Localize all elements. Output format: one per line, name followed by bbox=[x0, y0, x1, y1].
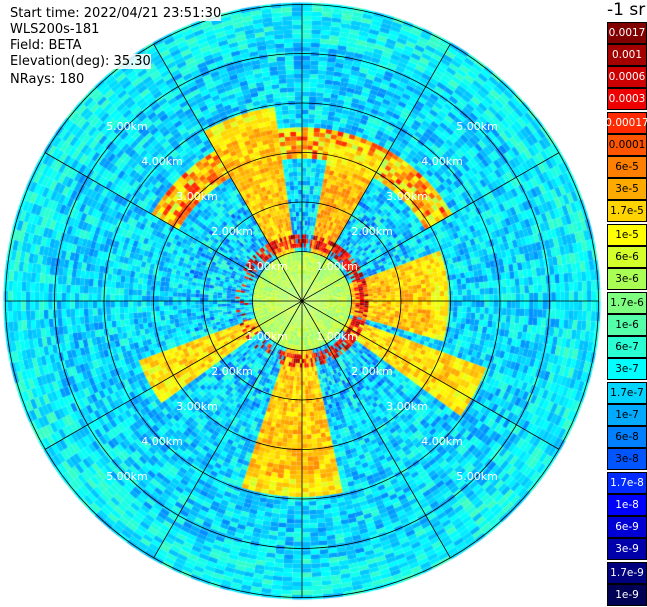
colorbar-level-label: 1e-7 bbox=[615, 409, 639, 421]
colorbar-level-label: 0.0006 bbox=[608, 71, 646, 83]
colorbar-level-label: 6e-5 bbox=[615, 161, 639, 173]
colorbar-level-5: 0.0001 bbox=[607, 134, 647, 156]
ring-label-2km-bl: 2.00km bbox=[211, 365, 253, 378]
colorbar-level-label: 1.7e-7 bbox=[610, 387, 644, 399]
ring-label-2km-tr: 2.00km bbox=[351, 225, 393, 238]
device-label: WLS200s-181 bbox=[10, 22, 100, 37]
colorbar-level-6: 6e-5 bbox=[607, 156, 647, 178]
ring-label-3km-br: 3.00km bbox=[386, 400, 428, 413]
start-time-label: Start time: 2022/04/21 23:51:30 bbox=[10, 6, 222, 21]
colorbar-level-label: 0.0001 bbox=[608, 139, 646, 151]
azimuth-spoke-150 bbox=[153, 43, 451, 559]
nrays-label: NRays: 180 bbox=[10, 72, 85, 87]
colorbar-level-label: 6e-6 bbox=[615, 251, 639, 263]
colorbar-level-23: 3e-9 bbox=[607, 538, 647, 560]
colorbar-level-15: 3e-7 bbox=[607, 358, 647, 380]
range-ring-labels: 1.00km 1.00km 1.00km 1.00km 2.00km 2.00km 2.00… bbox=[106, 120, 498, 483]
ring-label-3km-tl: 3.00km bbox=[176, 190, 218, 203]
ring-label-5km-tr: 5.00km bbox=[456, 120, 498, 133]
ring-label-3km-tr: 3.00km bbox=[386, 190, 428, 203]
ring-label-4km-bl: 4.00km bbox=[141, 435, 183, 448]
colorbar-level-4: 0.00017 bbox=[605, 112, 647, 134]
colorbar-level-label: 1.7e-6 bbox=[610, 297, 644, 309]
colorbar-level-label: 3e-8 bbox=[615, 453, 639, 465]
colorbar-level-19: 3e-8 bbox=[607, 448, 647, 470]
colorbar-level-label: 1.7e-8 bbox=[610, 477, 644, 489]
colorbar-level-label: 3e-5 bbox=[615, 183, 639, 195]
colorbar-level-7: 3e-5 bbox=[607, 178, 647, 200]
colorbar-level-0: 0.0017 bbox=[607, 22, 647, 44]
ring-label-1km-tr: 1.00km bbox=[316, 260, 358, 273]
colorbar-level-11: 3e-6 bbox=[607, 268, 647, 290]
elevation-label: Elevation(deg): 35.30 bbox=[10, 54, 151, 69]
colorbar-level-label: 0.001 bbox=[611, 49, 643, 61]
ring-label-4km-tr: 4.00km bbox=[421, 155, 463, 168]
ring-label-5km-bl: 5.00km bbox=[106, 470, 148, 483]
colorbar-level-21: 1e-8 bbox=[607, 494, 647, 516]
colorbar-level-label: 1e-8 bbox=[615, 499, 639, 511]
colorbar-level-8: 1.7e-5 bbox=[607, 200, 647, 222]
ring-label-5km-br: 5.00km bbox=[456, 470, 498, 483]
azimuth-spokes bbox=[5, 4, 599, 598]
colorbar-level-16: 1.7e-7 bbox=[607, 382, 647, 404]
ring-label-4km-tl: 4.00km bbox=[141, 155, 183, 168]
colorbar-level-label: 0.0003 bbox=[608, 93, 646, 105]
colorbar-level-label: 3e-6 bbox=[615, 273, 639, 285]
ring-label-2km-tl: 2.00km bbox=[211, 225, 253, 238]
colorbar-level-13: 1e-6 bbox=[607, 314, 647, 336]
colorbar-level-10: 6e-6 bbox=[607, 246, 647, 268]
ring-label-5km-tl: 5.00km bbox=[106, 120, 148, 133]
colorbar-level-3: 0.0003 bbox=[607, 88, 647, 110]
colorbar-level-label: 1.7e-5 bbox=[610, 205, 644, 217]
colorbar-level-label: 6e-9 bbox=[615, 521, 639, 533]
ring-label-4km-br: 4.00km bbox=[421, 435, 463, 448]
colorbar-level-label: 1e-5 bbox=[615, 229, 639, 241]
colorbar-level-label: 1e-6 bbox=[615, 319, 639, 331]
colorbar-level-17: 1e-7 bbox=[607, 404, 647, 426]
colorbar-level-14: 6e-7 bbox=[607, 336, 647, 358]
ring-label-3km-bl: 3.00km bbox=[176, 400, 218, 413]
ring-label-1km-br: 1.00km bbox=[316, 330, 358, 343]
colorbar-level-label: 1e-9 bbox=[615, 589, 639, 601]
colorbar-level-label: 0.0017 bbox=[608, 27, 646, 39]
colorbar-level-label: 0.00017 bbox=[605, 117, 647, 129]
colorbar-level-label: 6e-7 bbox=[615, 341, 639, 353]
colorbar-level-12: 1.7e-6 bbox=[607, 292, 647, 314]
field-label: Field: BETA bbox=[10, 38, 82, 53]
colorbar-level-label: 6e-8 bbox=[615, 431, 639, 443]
colorbar-level-label: 3e-9 bbox=[615, 543, 639, 555]
colorbar-level-22: 6e-9 bbox=[607, 516, 647, 538]
colorbar-unit-title: -1 sr bbox=[607, 0, 646, 20]
colorbar-level-24: 1.7e-9 bbox=[607, 562, 647, 584]
colorbar-level-20: 1.7e-8 bbox=[607, 472, 647, 494]
colorbar-level-label: 1.7e-9 bbox=[610, 567, 644, 579]
colorbar-level-1: 0.001 bbox=[607, 44, 647, 66]
colorbar-level-2: 0.0006 bbox=[607, 66, 647, 88]
colorbar-level-25: 1e-9 bbox=[607, 584, 647, 606]
ring-label-2km-br: 2.00km bbox=[351, 365, 393, 378]
ring-label-1km-tl: 1.00km bbox=[246, 260, 288, 273]
colorbar-level-label: 3e-7 bbox=[615, 363, 639, 375]
colorbar-level-18: 6e-8 bbox=[607, 426, 647, 448]
ring-label-1km-bl: 1.00km bbox=[246, 330, 288, 343]
colorbar-level-9: 1e-5 bbox=[607, 224, 647, 246]
